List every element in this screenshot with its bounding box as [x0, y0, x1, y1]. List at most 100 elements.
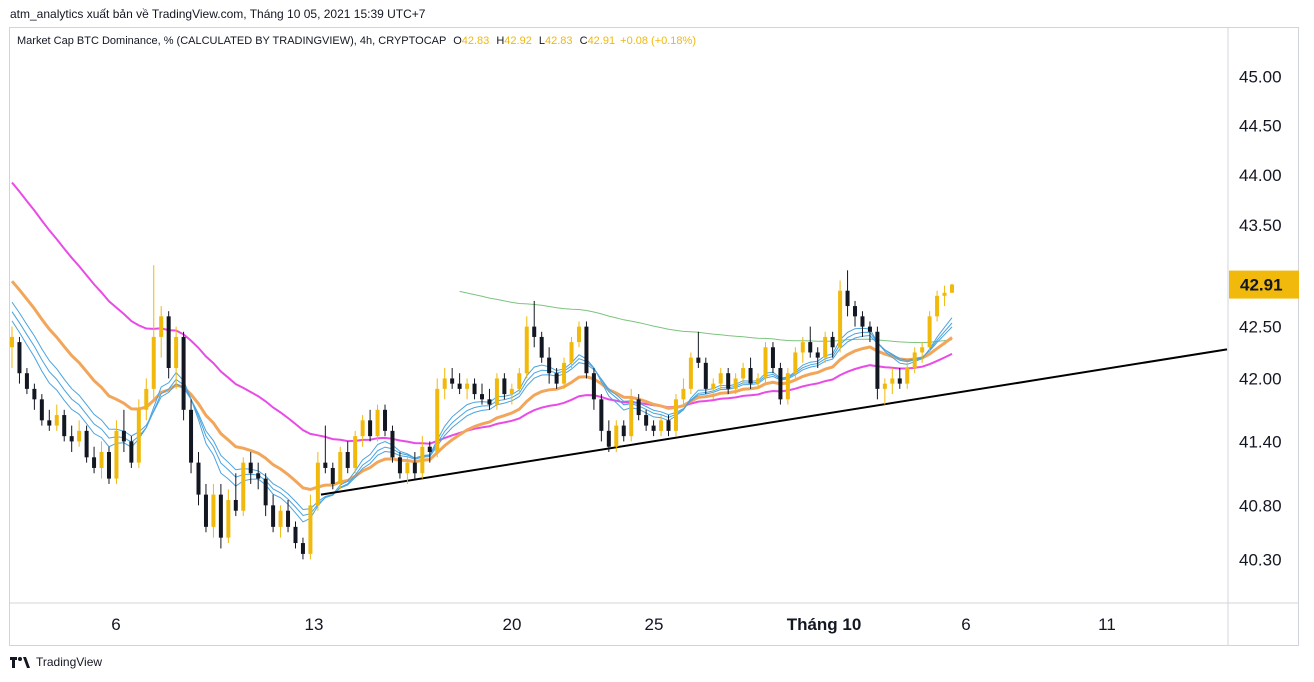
last-price-tag — [1229, 270, 1299, 299]
trendline-layer — [320, 348, 1228, 496]
x-tick-label: 13 — [305, 615, 324, 634]
candle-body — [196, 462, 201, 495]
candle-body — [271, 505, 276, 527]
candle-body — [785, 373, 790, 400]
legend-close-label: C — [579, 35, 588, 47]
trendline — [320, 348, 1228, 496]
candle-body — [420, 446, 425, 474]
candle-body — [286, 510, 291, 527]
candle-body — [241, 462, 246, 511]
candle-body — [174, 336, 179, 369]
x-tick-label: 6 — [111, 615, 120, 634]
candle-body — [405, 462, 410, 474]
candle-body — [77, 430, 82, 442]
candle-body — [315, 462, 320, 506]
candle-body — [278, 510, 283, 527]
y-tick-label: 45.00 — [1239, 67, 1282, 86]
y-tick-label: 42.00 — [1239, 369, 1282, 388]
legend-close: 42.91 — [587, 35, 616, 47]
candle-body — [666, 420, 671, 431]
candle-body — [166, 316, 171, 369]
candle-body — [793, 352, 798, 374]
ema-orange-line — [10, 280, 953, 492]
candle-body — [427, 446, 432, 453]
candle-body — [450, 378, 455, 384]
chart-legend: Market Cap BTC Dominance, % (CALCULATED … — [17, 35, 696, 47]
candle-body — [256, 473, 261, 479]
candle-body — [54, 415, 59, 426]
candle-body — [203, 494, 208, 527]
candle-body — [181, 336, 186, 410]
candle-body — [897, 378, 902, 384]
candle-body — [539, 336, 544, 358]
candle-body — [748, 368, 753, 384]
candle-body — [599, 399, 604, 431]
candle-body — [718, 373, 723, 384]
candle-body — [92, 457, 97, 468]
candle-body — [562, 362, 567, 384]
candle-body — [703, 362, 708, 389]
footer[interactable]: TradingView — [10, 655, 102, 669]
candle-body — [293, 526, 298, 544]
legend-open: 42.83 — [461, 35, 490, 47]
y-tick-label: 44.50 — [1239, 116, 1282, 135]
x-tick-label: 6 — [961, 615, 970, 634]
candle-body — [696, 357, 701, 363]
candle-body — [330, 467, 335, 484]
candle-body — [487, 399, 492, 405]
candle-body — [17, 342, 22, 374]
candle-body — [509, 388, 514, 395]
candle-body — [218, 494, 223, 538]
x-tick-label: Tháng 10 — [787, 615, 862, 634]
candle-body — [233, 499, 238, 511]
candle-body — [189, 409, 194, 463]
candle-body — [159, 316, 164, 337]
axis-layer: 45.00 44.50 44.00 43.50 42.50 42.00 41.40 40.80… — [10, 28, 1299, 645]
candle-body — [651, 425, 656, 431]
candle-body — [778, 368, 783, 400]
candle-body — [815, 352, 820, 358]
legend-change: +0.08 (+0.18%) — [620, 35, 696, 47]
candle-body — [584, 326, 589, 374]
candle-body — [808, 342, 813, 353]
candle-body — [614, 425, 619, 447]
legend-symbol: Market Cap BTC Dominance, % (CALCULATED … — [17, 35, 447, 47]
x-tick-label: 11 — [1098, 615, 1116, 634]
candle-body — [129, 441, 134, 463]
candle-body — [47, 420, 52, 426]
candle-body — [353, 436, 358, 468]
legend-high-label: H — [496, 35, 505, 47]
candle-body — [741, 368, 746, 379]
candle-body — [114, 430, 119, 479]
candle-body — [345, 452, 350, 468]
candle-body — [659, 420, 664, 431]
candle-body — [397, 457, 402, 474]
candle-body — [338, 452, 343, 484]
candle-body — [62, 415, 67, 437]
candle-body — [644, 415, 649, 426]
last-price-label: 42.91 — [1240, 276, 1283, 295]
candle-body — [10, 336, 14, 348]
candle-body — [360, 420, 365, 437]
candle-body — [681, 388, 686, 400]
candle-body — [920, 347, 925, 353]
candle-body — [300, 543, 305, 554]
candle-body — [770, 347, 775, 369]
chart-frame[interactable] — [9, 27, 1299, 646]
candle-body — [524, 326, 529, 374]
candle-body — [576, 326, 581, 343]
candle-body — [875, 331, 880, 389]
candle-body — [368, 420, 373, 437]
candle-body — [457, 383, 462, 389]
publisher-line: atm_analytics xuất bản về TradingView.co… — [10, 7, 426, 21]
candle-body — [502, 378, 507, 395]
y-tick-label: 40.80 — [1239, 496, 1282, 515]
candle-body — [756, 378, 761, 384]
candle-body — [800, 342, 805, 353]
candle-body — [435, 388, 440, 453]
x-tick-label: 20 — [503, 615, 522, 634]
y-tick-label: 41.40 — [1239, 432, 1282, 451]
candle-body — [629, 399, 634, 437]
candle-body — [905, 368, 910, 384]
